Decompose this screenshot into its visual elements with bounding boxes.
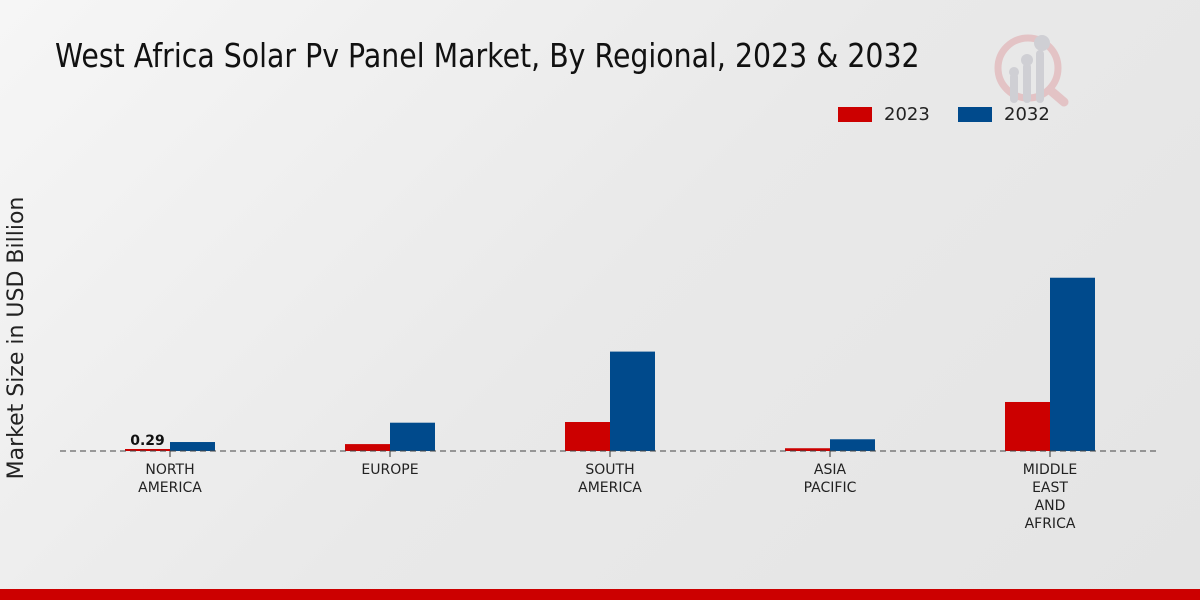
y-axis-label: Market Size in USD Billion [4, 196, 29, 480]
bar-2023-0 [125, 448, 170, 451]
bar-2032-2 [610, 351, 655, 451]
footer-bar [0, 589, 1200, 600]
bar-2023-3 [785, 448, 830, 451]
legend-item-2032: 2032 [958, 104, 1050, 125]
bar-2023-1 [345, 444, 390, 451]
chart-title: West Africa Solar Pv Panel Market, By Re… [55, 36, 920, 75]
bar-2032-4 [1050, 277, 1095, 451]
x-tick-label: ASIA PACIFIC [804, 462, 857, 496]
bar-2032-0 [170, 442, 215, 451]
legend-label-2032: 2032 [1004, 104, 1050, 125]
bar-2023-4 [1005, 401, 1050, 451]
legend-label-2023: 2023 [884, 104, 930, 125]
bar-2032-1 [390, 422, 435, 451]
bar-2032-3 [830, 439, 875, 451]
x-tick-label: MIDDLE EAST AND AFRICA [1023, 462, 1077, 532]
data-label: 0.29 [130, 433, 165, 449]
legend-swatch-2032 [958, 107, 992, 122]
bar-2023-2 [565, 422, 610, 451]
x-tick-label: SOUTH AMERICA [578, 462, 642, 496]
x-tick-label: EUROPE [361, 462, 418, 478]
x-tick-label: NORTH AMERICA [138, 462, 202, 496]
legend-item-2023: 2023 [838, 104, 930, 125]
watermark-logo-icon [994, 34, 1069, 107]
legend-swatch-2023 [838, 107, 872, 122]
